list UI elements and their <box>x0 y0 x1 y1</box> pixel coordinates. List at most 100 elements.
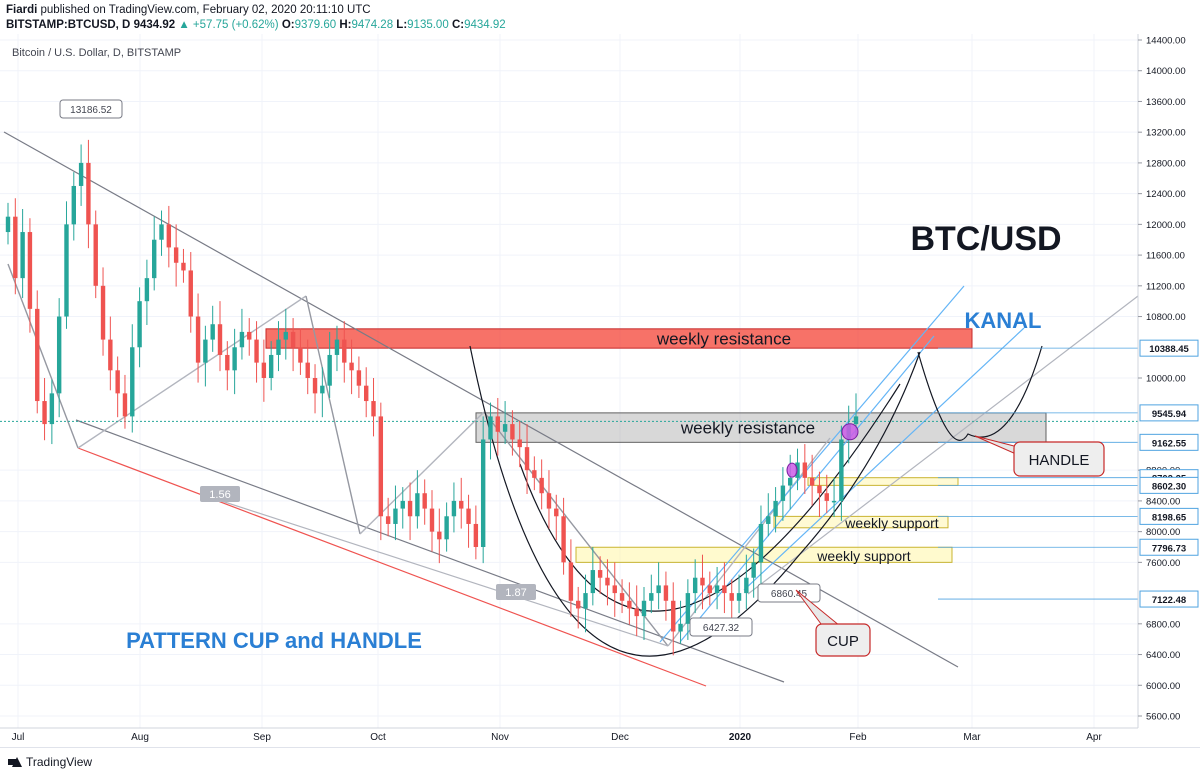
candle-body <box>554 508 559 517</box>
y-tick-label: 7600.00 <box>1146 558 1180 569</box>
ratio-label: 1.87 <box>505 587 526 599</box>
candle-body <box>298 347 303 363</box>
candle-body <box>100 285 106 340</box>
candle-body <box>356 370 362 386</box>
chart-area[interactable]: weekly resistance weekly resistance weekly… <box>0 34 1200 746</box>
x-tick-label: Jul <box>12 732 25 743</box>
candle-body <box>444 516 449 540</box>
zone-band <box>265 328 973 349</box>
tradingview-logo[interactable]: TradingView <box>8 755 92 769</box>
candle-body <box>166 224 172 248</box>
zone-band <box>475 412 1047 443</box>
candle-body <box>605 577 610 586</box>
candle-body <box>108 339 113 371</box>
price-label: 9162.55 <box>1152 438 1187 449</box>
candle-body <box>524 447 530 471</box>
candle-body <box>641 600 647 617</box>
pattern-line <box>483 411 669 647</box>
candle-body <box>210 324 215 340</box>
price-label: 10388.45 <box>1149 344 1189 355</box>
candle-body <box>839 439 844 501</box>
high-label: H: <box>339 19 352 31</box>
zone-label: weekly support <box>844 515 938 531</box>
close-value: 9434.92 <box>464 19 506 31</box>
candle-body <box>422 493 427 509</box>
author-name[interactable]: Fiardi <box>6 4 38 16</box>
y-tick-label: 12000.00 <box>1146 220 1186 231</box>
candle-body <box>188 270 193 317</box>
price-callout-label: 6860.45 <box>771 589 808 600</box>
y-tick-label: 5600.00 <box>1146 712 1180 723</box>
candle-body <box>532 470 537 478</box>
candle-body <box>568 562 574 601</box>
candle-body <box>35 308 40 402</box>
price-chart[interactable]: weekly resistance weekly resistance weekly… <box>0 34 1200 746</box>
candle-body <box>700 577 705 586</box>
candle-body <box>597 570 603 578</box>
candle-body <box>561 516 566 563</box>
candle-body <box>539 477 544 494</box>
y-tick-label: 14400.00 <box>1146 36 1186 47</box>
candle-body <box>685 593 691 624</box>
zone-label: weekly resistance <box>680 419 815 438</box>
candle-body <box>480 439 486 547</box>
price-change: ▲ +57.75 (+0.62%) <box>178 19 279 31</box>
price-label-box <box>1139 433 1199 451</box>
ratio-label-box <box>496 584 536 600</box>
price-label-box <box>1139 507 1199 525</box>
y-tick-label: 11600.00 <box>1146 251 1185 262</box>
candle-body <box>56 316 62 394</box>
x-tick-label: Dec <box>611 732 629 743</box>
y-tick-label: 6400.00 <box>1146 650 1180 661</box>
tradingview-icon <box>8 757 22 767</box>
candle-body <box>429 508 435 532</box>
handle-curve <box>917 345 1043 441</box>
candle-body <box>729 593 734 601</box>
candle-body <box>290 331 296 348</box>
x-tick-label: Apr <box>1086 732 1102 743</box>
candle-body <box>692 577 698 594</box>
candle-body <box>349 362 354 371</box>
ohlc-line: BITSTAMP:BTCUSD, D 9434.92 ▲ +57.75 (+0.… <box>6 19 506 31</box>
candle-body <box>78 162 84 186</box>
price-label-box <box>1139 339 1199 357</box>
candle-body <box>671 600 676 632</box>
x-tick-label: 2020 <box>729 732 752 743</box>
handle-label: HANDLE <box>1029 452 1090 469</box>
cup-box <box>815 623 871 657</box>
pattern-line <box>7 263 79 449</box>
candle-body <box>517 439 522 448</box>
zone-label: weekly support <box>816 548 910 564</box>
candle-body <box>137 301 142 348</box>
candle-body <box>780 485 786 501</box>
candle-body <box>144 278 150 302</box>
symbol-label[interactable]: BITSTAMP:BTCUSD, D <box>6 19 131 31</box>
marker-circle <box>786 462 798 478</box>
trend-lines <box>0 131 1139 687</box>
pattern-line <box>199 493 669 647</box>
y-axis-background <box>1138 34 1200 728</box>
low-value: 9135.00 <box>407 19 449 31</box>
candle-body <box>714 585 720 594</box>
candle-body <box>802 462 808 478</box>
candle-body <box>488 416 493 440</box>
price-callout-label: 13186.52 <box>70 105 112 116</box>
candle-body <box>385 516 391 524</box>
candle-body <box>788 477 793 486</box>
y-tick-label: 10800.00 <box>1146 312 1186 323</box>
candle-body <box>312 378 318 394</box>
candle-body <box>502 424 508 432</box>
candle-body <box>795 462 800 478</box>
candle-body <box>181 262 186 271</box>
channel-upper-line <box>3 131 959 668</box>
candle-body <box>130 347 135 417</box>
candle-body <box>305 362 310 378</box>
price-callout-box <box>689 617 753 637</box>
candle-body <box>342 339 347 363</box>
candle-body <box>707 585 712 594</box>
candle-body <box>86 162 91 225</box>
candle-body <box>853 416 859 425</box>
y-tick-label: 12400.00 <box>1146 189 1186 200</box>
price-label-box <box>1139 590 1199 608</box>
candle-body <box>371 401 376 417</box>
